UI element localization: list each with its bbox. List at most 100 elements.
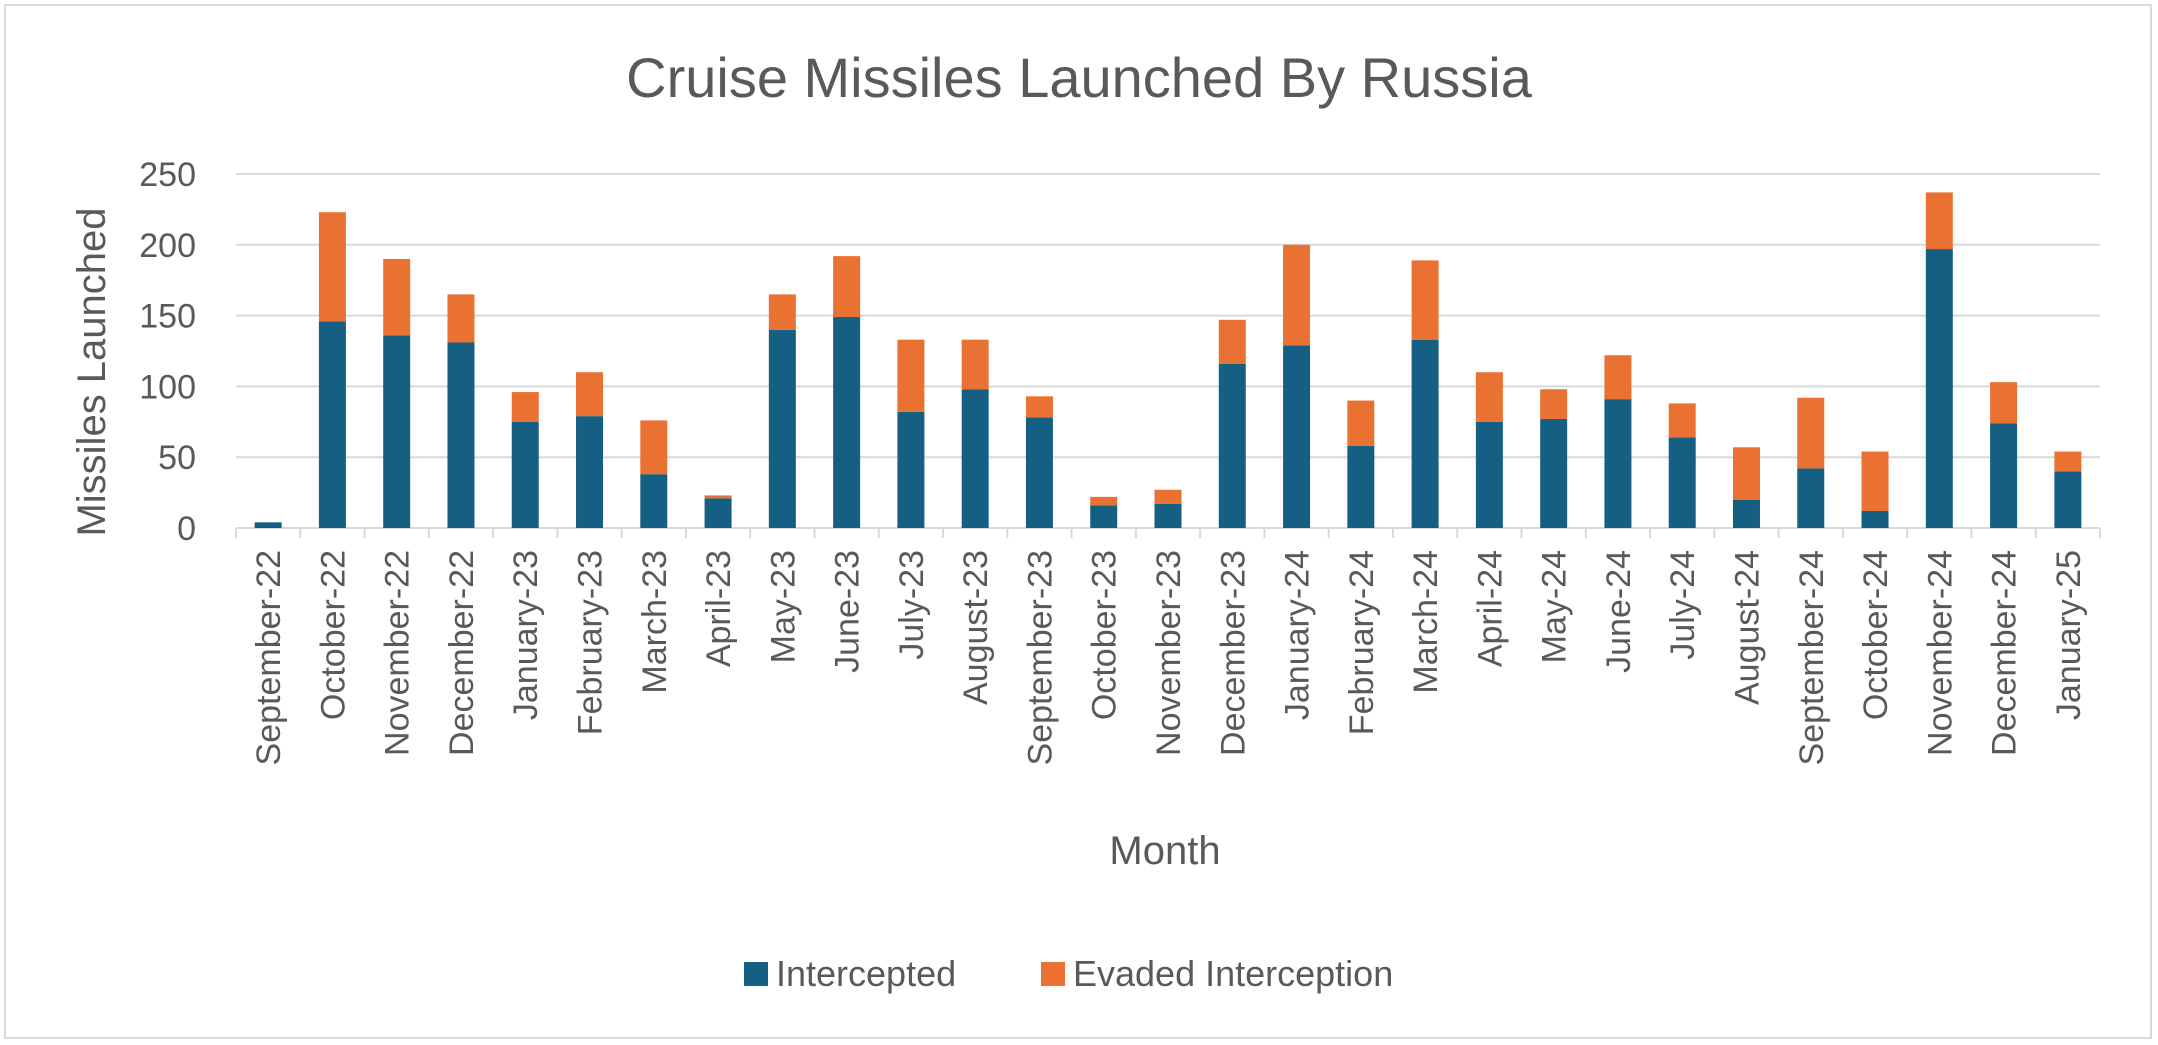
y-tick-label: 150 (139, 298, 196, 336)
x-tick-label: June-24 (1600, 550, 1638, 673)
x-tick-label: October-23 (1086, 550, 1124, 720)
legend-label-intercepted: Intercepted (776, 953, 956, 994)
bar-intercepted-20 (1475, 421, 1503, 528)
bar-intercepted-29 (2054, 471, 2082, 528)
bar-evaded-29 (2054, 451, 2082, 472)
bar-evaded-26 (1861, 451, 1889, 512)
x-tick-label: March-23 (636, 550, 674, 694)
bars (254, 192, 2082, 528)
x-tick-label: October-24 (1857, 550, 1895, 720)
x-tick-label: January-23 (507, 550, 545, 720)
legend-swatch-intercepted (744, 962, 768, 986)
bar-intercepted-19 (1411, 339, 1439, 528)
bar-intercepted-11 (897, 411, 925, 528)
x-tick-label: March-24 (1407, 550, 1445, 694)
x-tick-label: September-24 (1793, 550, 1831, 765)
bar-evaded-13 (1025, 396, 1053, 418)
bar-intercepted-5 (511, 421, 539, 528)
x-tick-label: September-23 (1021, 550, 1059, 765)
y-tick-label: 250 (139, 156, 196, 194)
x-axis-title: Month (1109, 829, 1220, 873)
bar-evaded-7 (640, 420, 668, 475)
x-axis-ticks: September-22 October-22 November-22 Decembe… (250, 550, 2088, 765)
x-tick-label: February-23 (572, 550, 610, 735)
y-tick-label: 200 (139, 227, 196, 265)
x-tick-label: June-23 (829, 550, 867, 673)
bar-intercepted-15 (1154, 503, 1182, 528)
bar-evaded-22 (1604, 355, 1632, 400)
bar-evaded-16 (1218, 319, 1246, 364)
bar-intercepted-2 (318, 321, 346, 528)
x-tick-label: December-22 (443, 550, 481, 756)
bar-evaded-28 (1990, 382, 2018, 424)
bar-intercepted-27 (1925, 249, 1953, 528)
bar-evaded-2 (318, 212, 346, 322)
bar-evaded-21 (1540, 389, 1568, 419)
legend: Intercepted Evaded Interception (744, 953, 1393, 994)
chart-frame (4, 4, 2152, 1039)
bar-evaded-8 (704, 495, 732, 499)
bar-intercepted-10 (833, 317, 861, 528)
y-axis-title: Missiles Launched (70, 207, 114, 536)
y-axis-ticks: 0 50 100 150 200 250 (139, 156, 196, 548)
x-tick-label: July-24 (1664, 550, 1702, 660)
bar-evaded-20 (1475, 372, 1503, 422)
bar-evaded-3 (383, 258, 411, 336)
x-tick-label: January-25 (2050, 550, 2088, 720)
bar-evaded-18 (1347, 400, 1375, 446)
x-tick-label: November-23 (1150, 550, 1188, 756)
x-tick-label: May-23 (764, 550, 802, 663)
x-tick-label: October-22 (314, 550, 352, 720)
x-tick-label: April-24 (1471, 550, 1509, 667)
x-tick-label: November-22 (379, 550, 417, 756)
bar-intercepted-25 (1797, 468, 1825, 528)
y-tick-label: 0 (177, 510, 196, 548)
bar-intercepted-9 (768, 329, 796, 528)
x-tick-label: July-23 (893, 550, 931, 660)
bar-intercepted-6 (576, 416, 604, 528)
bar-evaded-6 (576, 372, 604, 417)
bar-intercepted-1 (254, 522, 282, 528)
x-tick-label: November-24 (1921, 550, 1959, 756)
chart-title: Cruise Missiles Launched By Russia (626, 46, 1533, 109)
bar-intercepted-21 (1540, 418, 1568, 528)
bar-evaded-17 (1283, 244, 1311, 346)
bar-evaded-11 (897, 339, 925, 412)
y-tick-label: 100 (139, 368, 196, 406)
bar-intercepted-28 (1990, 423, 2018, 528)
bar-evaded-9 (768, 294, 796, 330)
x-tick-label: May-24 (1536, 550, 1574, 663)
bar-evaded-10 (833, 256, 861, 318)
x-tick-label: August-24 (1728, 550, 1766, 705)
legend-swatch-evaded (1041, 962, 1065, 986)
bar-intercepted-13 (1025, 417, 1053, 528)
bar-intercepted-24 (1732, 499, 1760, 528)
bar-intercepted-12 (961, 389, 989, 528)
bar-evaded-25 (1797, 397, 1825, 469)
x-tick-label: April-23 (700, 550, 738, 667)
y-tick-label: 50 (158, 439, 196, 477)
bar-intercepted-18 (1347, 445, 1375, 528)
bar-intercepted-4 (447, 342, 475, 528)
bar-intercepted-3 (383, 335, 411, 528)
bar-intercepted-23 (1668, 437, 1696, 528)
x-tick-label: August-23 (957, 550, 995, 705)
bar-intercepted-8 (704, 498, 732, 528)
bar-intercepted-17 (1283, 345, 1311, 528)
bar-intercepted-14 (1090, 505, 1118, 528)
x-tick-label: September-22 (250, 550, 288, 765)
x-tick-label: February-24 (1343, 550, 1381, 735)
bar-evaded-23 (1668, 403, 1696, 438)
bar-intercepted-26 (1861, 511, 1889, 528)
x-tick-label: December-23 (1214, 550, 1252, 756)
legend-label-evaded: Evaded Interception (1073, 953, 1393, 994)
bar-intercepted-7 (640, 474, 668, 528)
bar-evaded-5 (511, 392, 539, 422)
bar-intercepted-22 (1604, 399, 1632, 528)
bar-evaded-19 (1411, 260, 1439, 340)
bar-evaded-14 (1090, 496, 1118, 506)
bar-evaded-27 (1925, 192, 1953, 250)
bar-evaded-24 (1732, 447, 1760, 500)
x-tick-label: December-24 (1986, 550, 2024, 756)
